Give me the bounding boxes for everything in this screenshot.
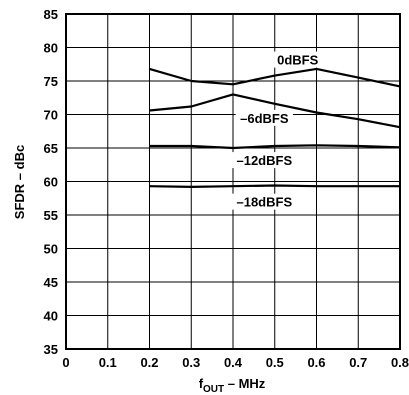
x-axis-title-rest: – MHz [224, 376, 266, 391]
y-tick-label: 65 [44, 141, 58, 156]
y-tick-label: 75 [44, 74, 58, 89]
x-axis-title: fOUT – MHz [199, 376, 266, 395]
x-tick-label: 0.4 [224, 355, 243, 370]
series-line [149, 93, 401, 129]
plot-frame [65, 13, 401, 350]
x-axis-title-main: f [199, 376, 204, 391]
x-tick-label: 0.6 [307, 355, 325, 370]
x-tick-label: 0.5 [266, 355, 284, 370]
y-tick-label: 70 [44, 108, 58, 123]
series-line [149, 67, 401, 88]
y-axis-title: SFDR – dBc [12, 145, 27, 219]
series-label: –18dBFS [236, 195, 292, 210]
series-label: –12dBFS [236, 153, 292, 168]
series-label-bg [235, 109, 293, 126]
y-tick-label: 45 [44, 275, 58, 290]
y-tick-label: 50 [44, 242, 58, 257]
x-tick-label: 0.8 [391, 355, 409, 370]
x-tick-label: 0.7 [349, 355, 367, 370]
x-tick-label: 0.2 [140, 355, 158, 370]
x-tick-label: 0.3 [182, 355, 200, 370]
series-labels: 0dBFS –6dBFS –12dBFS –18dBFS [231, 51, 323, 210]
series-line [149, 184, 400, 188]
series-lines [149, 67, 401, 188]
y-tick-label: 85 [44, 7, 58, 22]
x-axis-title-sub: OUT [203, 384, 224, 395]
series-label: 0dBFS [277, 53, 319, 68]
y-tick-label: 55 [44, 208, 58, 223]
grid [65, 13, 401, 350]
series-label-bg [231, 152, 298, 169]
y-tick-label: 60 [44, 175, 58, 190]
x-tick-label: 0 [62, 355, 69, 370]
series-label: –6dBFS [240, 111, 289, 126]
series-line [149, 144, 401, 150]
y-tick-label: 35 [44, 342, 58, 357]
series-label-bg [273, 51, 323, 68]
series-label-bg [231, 193, 298, 210]
x-axis-ticks: 0 0.1 0.2 0.3 0.4 0.5 0.6 0.7 0.8 [62, 355, 409, 370]
y-axis-ticks: 35 40 45 50 55 60 65 70 75 80 85 [44, 7, 58, 357]
x-tick-label: 0.1 [99, 355, 117, 370]
y-tick-label: 80 [44, 41, 58, 56]
y-tick-label: 40 [44, 309, 58, 324]
